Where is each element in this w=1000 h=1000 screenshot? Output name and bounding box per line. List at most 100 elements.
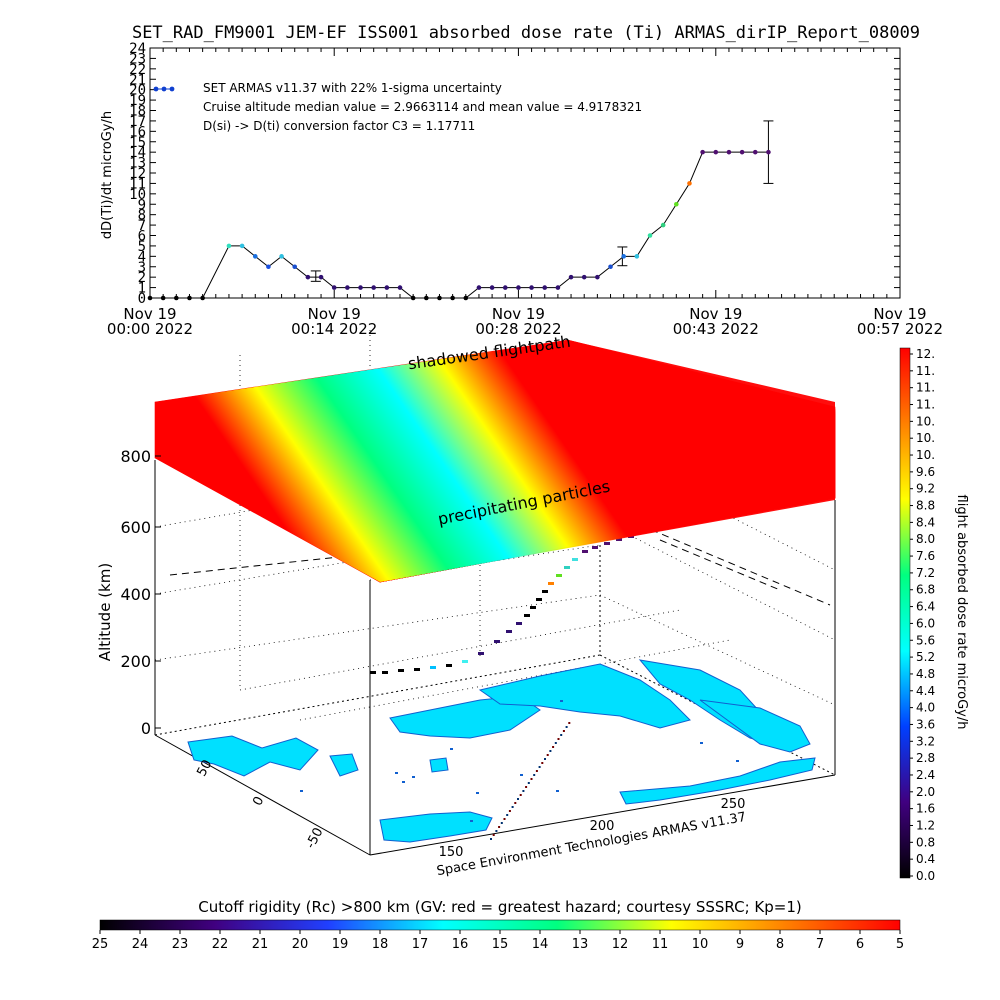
dose-tick-label: 9.6 [916,465,935,479]
y-tick-label: 0 [138,291,146,307]
figure-title: SET_RAD_FM9001 JEM-EF ISS001 absorbed do… [132,23,920,43]
cutoff-tick-label: 23 [172,937,189,952]
data-point [700,149,705,155]
legend: SET ARMAS v11.37 with 22% 1-sigma uncert… [153,81,642,133]
flight-path-point [516,622,522,625]
cutoff-tick-label: 14 [532,937,549,952]
y-tick-label: 15 [129,135,146,151]
land-mass [619,757,816,805]
ground-track-point [519,794,522,796]
land-mass [187,735,319,777]
cutoff-tick-label: 24 [132,937,149,952]
data-point [634,254,640,259]
island [412,776,415,778]
altitude-tick-label: 600 [120,518,151,537]
island [560,700,563,702]
dose-tick-label: 11. [916,381,935,395]
data-point [437,295,442,301]
data-point [568,274,574,280]
data-point [581,274,587,280]
flight-path-point [604,542,610,545]
cutoff-tick-label: 6 [856,937,864,952]
dose-tick-label: 12. [916,347,935,361]
altitude-tick-label: 0 [141,719,151,738]
ground-track-point [527,782,530,784]
legend-entry: D(si) -> D(ti) conversion factor C3 = 1.… [203,119,475,133]
dose-color-scale: 12. 11. 11. 11. 10. 10. 10. 9.6 9.2 8.8 8.4 8.0 7.6 7… [899,347,969,883]
data-point [384,285,390,290]
ground-track-point [546,754,549,756]
dose-scale-label: flight absorbed dose rate microGy/h [954,495,969,730]
ground-track-point [544,758,546,760]
dose-tick-label: 10. [916,448,935,462]
data-point [647,233,653,238]
x-tick-label: 00:57 2022 [857,320,943,338]
dose-tick-label: 2.8 [916,751,935,765]
hazard-slab-top [155,340,835,582]
dose-tick-label: 4.0 [916,701,935,715]
dose-tick-label: 3.6 [916,717,935,731]
dose-tick-label: 1.6 [916,802,935,816]
y-tick-label: 18 [129,104,146,120]
grid-line [599,519,836,641]
ground-track-point [503,818,506,820]
data-point [502,285,508,290]
longitude-tick-label: 150 [439,845,464,860]
flight-path-point [494,640,500,643]
ground-track-point [517,798,519,800]
series-points [147,149,771,301]
y-tick-label: 21 [129,72,146,88]
dose-scale-bar [899,347,911,879]
altitude-axis-ticks: 0 200 400 600 800 [120,447,161,738]
data-point [358,285,363,290]
data-point [345,285,350,290]
hazard-band-slab [154,339,836,583]
x-tick-label: 00:28 2022 [475,320,561,338]
ground-track-point [511,806,514,808]
y-tick-label: 14 [129,145,146,161]
ground-track-point [500,822,503,824]
y-tick-label: 13 [129,156,146,172]
dose-tick-label: 7.2 [916,566,935,580]
error-bars [310,120,774,282]
land-mass [329,753,359,777]
dose-tick-label: 4.4 [916,684,935,698]
cutoff-tick-label: 25 [92,937,109,952]
island [476,792,479,794]
cutoff-scale-ticks: 25 24 23 22 21 20 19 18 17 16 15 14 13 12 11 10 9 8 7 6 5 [92,930,904,952]
flight-path-point [530,606,536,609]
data-point [292,264,298,270]
data-point [674,201,679,207]
y-tick-label: 2 [138,270,146,286]
dose-tick-label: 2.4 [916,768,935,782]
island [520,774,523,776]
ground-track-point [565,726,568,728]
series-polyline [150,151,769,299]
cutoff-tick-label: 8 [776,937,784,952]
data-point [660,222,666,228]
ground-track-point [557,738,560,740]
data-point [726,149,732,155]
y-tick-label: 9 [138,197,146,213]
dose-tick-label: 6.4 [916,600,935,614]
dose-tick-label: 10. [916,414,935,428]
y-tick-label: 4 [138,249,146,265]
data-point [331,285,337,290]
data-point [476,285,482,290]
y-tick-label: 22 [129,62,146,78]
flight-path-point [582,550,588,553]
y-tick-label: 1 [138,281,146,297]
ground-track-point [562,730,565,732]
x-tick-label: Nov 19 [689,305,742,323]
y-tick-label: 16 [129,124,146,140]
dose-tick-label: 0.0 [916,869,935,883]
altitude-tick-label: 200 [120,652,151,671]
cutoff-tick-label: 16 [452,937,469,952]
data-point [489,285,495,290]
island [700,742,703,744]
ground-track-point [492,834,495,836]
dose-tick-label: 11. [916,398,935,412]
land-mass [379,811,493,843]
